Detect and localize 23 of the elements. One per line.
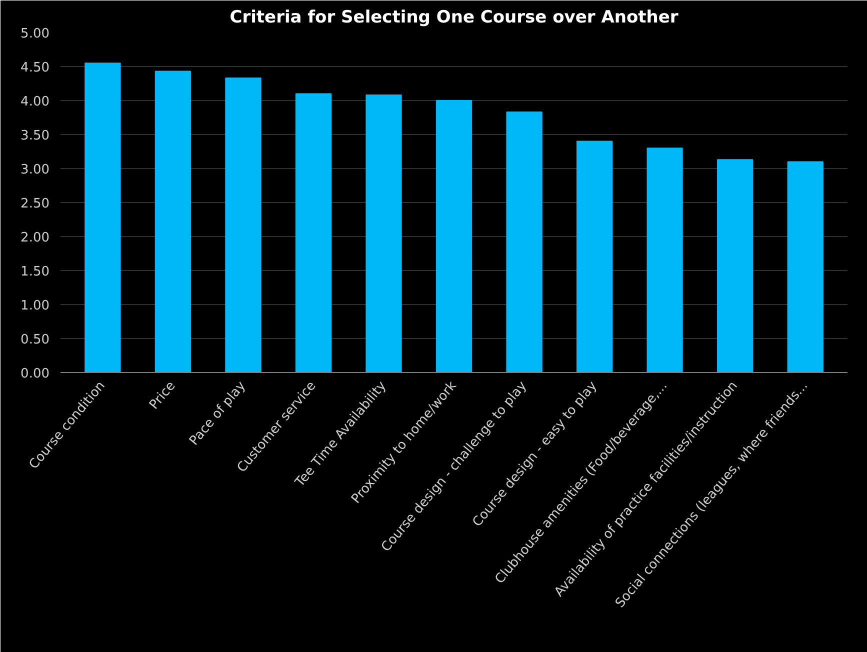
y-tick-label: 0.50 (20, 332, 50, 348)
bar (295, 93, 332, 372)
bar (717, 159, 754, 372)
y-tick-label: 2.00 (20, 230, 50, 246)
y-tick-label: 4.50 (20, 60, 50, 76)
y-tick-label: 2.50 (20, 196, 50, 212)
bar (154, 70, 191, 372)
bar (436, 100, 472, 372)
bar (506, 112, 542, 372)
y-tick-label: 0.00 (20, 366, 50, 382)
chart-title: Criteria for Selecting One Course over Another (230, 8, 679, 28)
y-tick-label: 3.50 (20, 128, 50, 144)
y-tick-label: 1.00 (20, 298, 50, 314)
bar (576, 140, 613, 372)
bar (787, 161, 824, 372)
y-tick-label: 5.00 (20, 26, 50, 42)
bar (646, 148, 683, 372)
bar (84, 62, 121, 372)
bar (366, 94, 402, 372)
y-tick-label: 4.00 (20, 94, 50, 110)
bar (225, 78, 262, 372)
y-tick-label: 1.50 (20, 264, 50, 280)
y-tick-label: 3.00 (20, 162, 50, 178)
